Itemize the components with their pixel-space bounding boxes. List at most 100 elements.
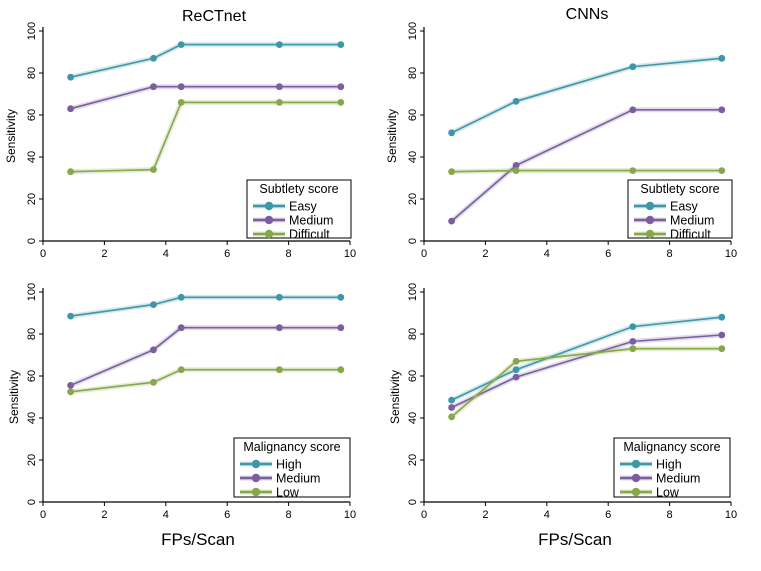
series-line (70, 296, 341, 317)
y-tick-label: 0 (26, 499, 38, 505)
data-point (67, 105, 74, 113)
legend-label: Difficult (289, 228, 330, 242)
legend-label: Easy (289, 200, 318, 214)
x-tick-label: 10 (725, 509, 737, 521)
series-line (70, 43, 341, 78)
y-tick-label: 60 (407, 109, 419, 121)
data-point (150, 54, 157, 62)
series-line (451, 57, 722, 134)
data-point (448, 168, 455, 176)
y-tick-label: 20 (407, 454, 419, 466)
x-tick-label: 8 (286, 248, 292, 260)
x-tick-label: 0 (421, 248, 427, 260)
data-point (67, 312, 74, 320)
data-point (276, 293, 283, 301)
legend-label: Difficult (670, 228, 711, 242)
y-tick-label: 60 (26, 109, 38, 121)
legend-box (246, 179, 352, 239)
data-point (67, 388, 74, 396)
chart-panel-2: 0 2 4 6 8 10020406080100SensitivityMalignancy… (7, 283, 356, 521)
data-point (337, 83, 345, 91)
y-tick-label: 80 (26, 67, 38, 79)
column-title-cnns: CNNs (566, 6, 609, 23)
series-easy (67, 41, 345, 81)
data-point (276, 366, 283, 374)
data-point (337, 99, 345, 106)
legend-box (627, 179, 733, 239)
x-tick-label: 0 (40, 509, 46, 521)
data-point (718, 167, 726, 175)
y-axis-label: Sensitivity (7, 370, 21, 424)
x-tick-label: 2 (101, 248, 107, 260)
y-tick-label: 80 (407, 328, 419, 340)
series-high (448, 313, 726, 404)
data-point (512, 97, 520, 105)
series-line-shadow (70, 367, 341, 395)
legend-label: Medium (276, 472, 320, 486)
y-tick-label: 80 (26, 328, 38, 340)
legend-swatch-marker (631, 459, 641, 469)
series-medium (448, 331, 726, 411)
data-point (718, 345, 726, 353)
legend-swatch-marker (645, 215, 655, 225)
data-point (67, 73, 74, 81)
series-line-shadow (70, 294, 341, 319)
y-tick-label: 100 (407, 22, 419, 40)
data-point (512, 162, 520, 169)
series-line (70, 101, 341, 173)
data-point (337, 41, 345, 48)
legend-swatch-marker (264, 229, 274, 239)
data-point (337, 293, 345, 301)
data-point (67, 382, 74, 389)
legend-label: Easy (670, 200, 699, 214)
chart-panel-3: 0 2 4 6 8 10020406080100SensitivityMalignancy… (388, 283, 737, 521)
series-line-shadow (450, 55, 723, 136)
data-point (276, 41, 283, 48)
legend-swatch-marker (251, 487, 261, 497)
legend-label: Medium (656, 472, 700, 486)
data-point (448, 413, 455, 421)
y-tick-label: 0 (26, 238, 38, 244)
y-tick-label: 20 (26, 454, 38, 466)
y-tick-label: 40 (26, 151, 38, 163)
x-tick-label: 4 (163, 248, 169, 260)
y-axis-label: Sensitivity (388, 370, 402, 424)
series-low (448, 345, 726, 421)
x-tick-label: 8 (667, 509, 673, 521)
y-tick-label: 20 (26, 193, 38, 205)
legend-title: Subtlety score (640, 182, 719, 196)
data-point (512, 373, 520, 381)
series-difficult (67, 99, 345, 176)
series-line (451, 334, 722, 409)
legend-swatch-marker (645, 229, 655, 239)
x-tick-label: 10 (344, 248, 356, 260)
y-tick-label: 80 (407, 67, 419, 79)
x-tick-label: 6 (605, 509, 611, 521)
y-axis-label: Sensitivity (4, 109, 18, 163)
y-tick-label: 100 (26, 283, 38, 301)
x-tick-label: 2 (482, 509, 488, 521)
y-tick-label: 100 (407, 283, 419, 301)
y-tick-label: 40 (407, 151, 419, 163)
series-line-shadow (70, 99, 341, 175)
legend-title: Malignancy score (243, 440, 340, 454)
series-line-shadow (70, 42, 341, 80)
data-point (448, 129, 455, 137)
data-point (512, 357, 520, 365)
legend-swatch-marker (251, 459, 261, 469)
x-tick-label: 4 (544, 509, 550, 521)
x-tick-label: 6 (224, 509, 230, 521)
data-point (718, 54, 726, 62)
data-point (629, 167, 637, 175)
data-point (629, 345, 637, 353)
legend-title: Malignancy score (623, 440, 720, 454)
x-tick-label: 2 (482, 248, 488, 260)
x-tick-label: 0 (421, 509, 427, 521)
data-point (150, 166, 157, 174)
legend-swatch-marker (251, 473, 261, 483)
y-tick-label: 60 (26, 370, 38, 382)
series-line (70, 326, 341, 387)
